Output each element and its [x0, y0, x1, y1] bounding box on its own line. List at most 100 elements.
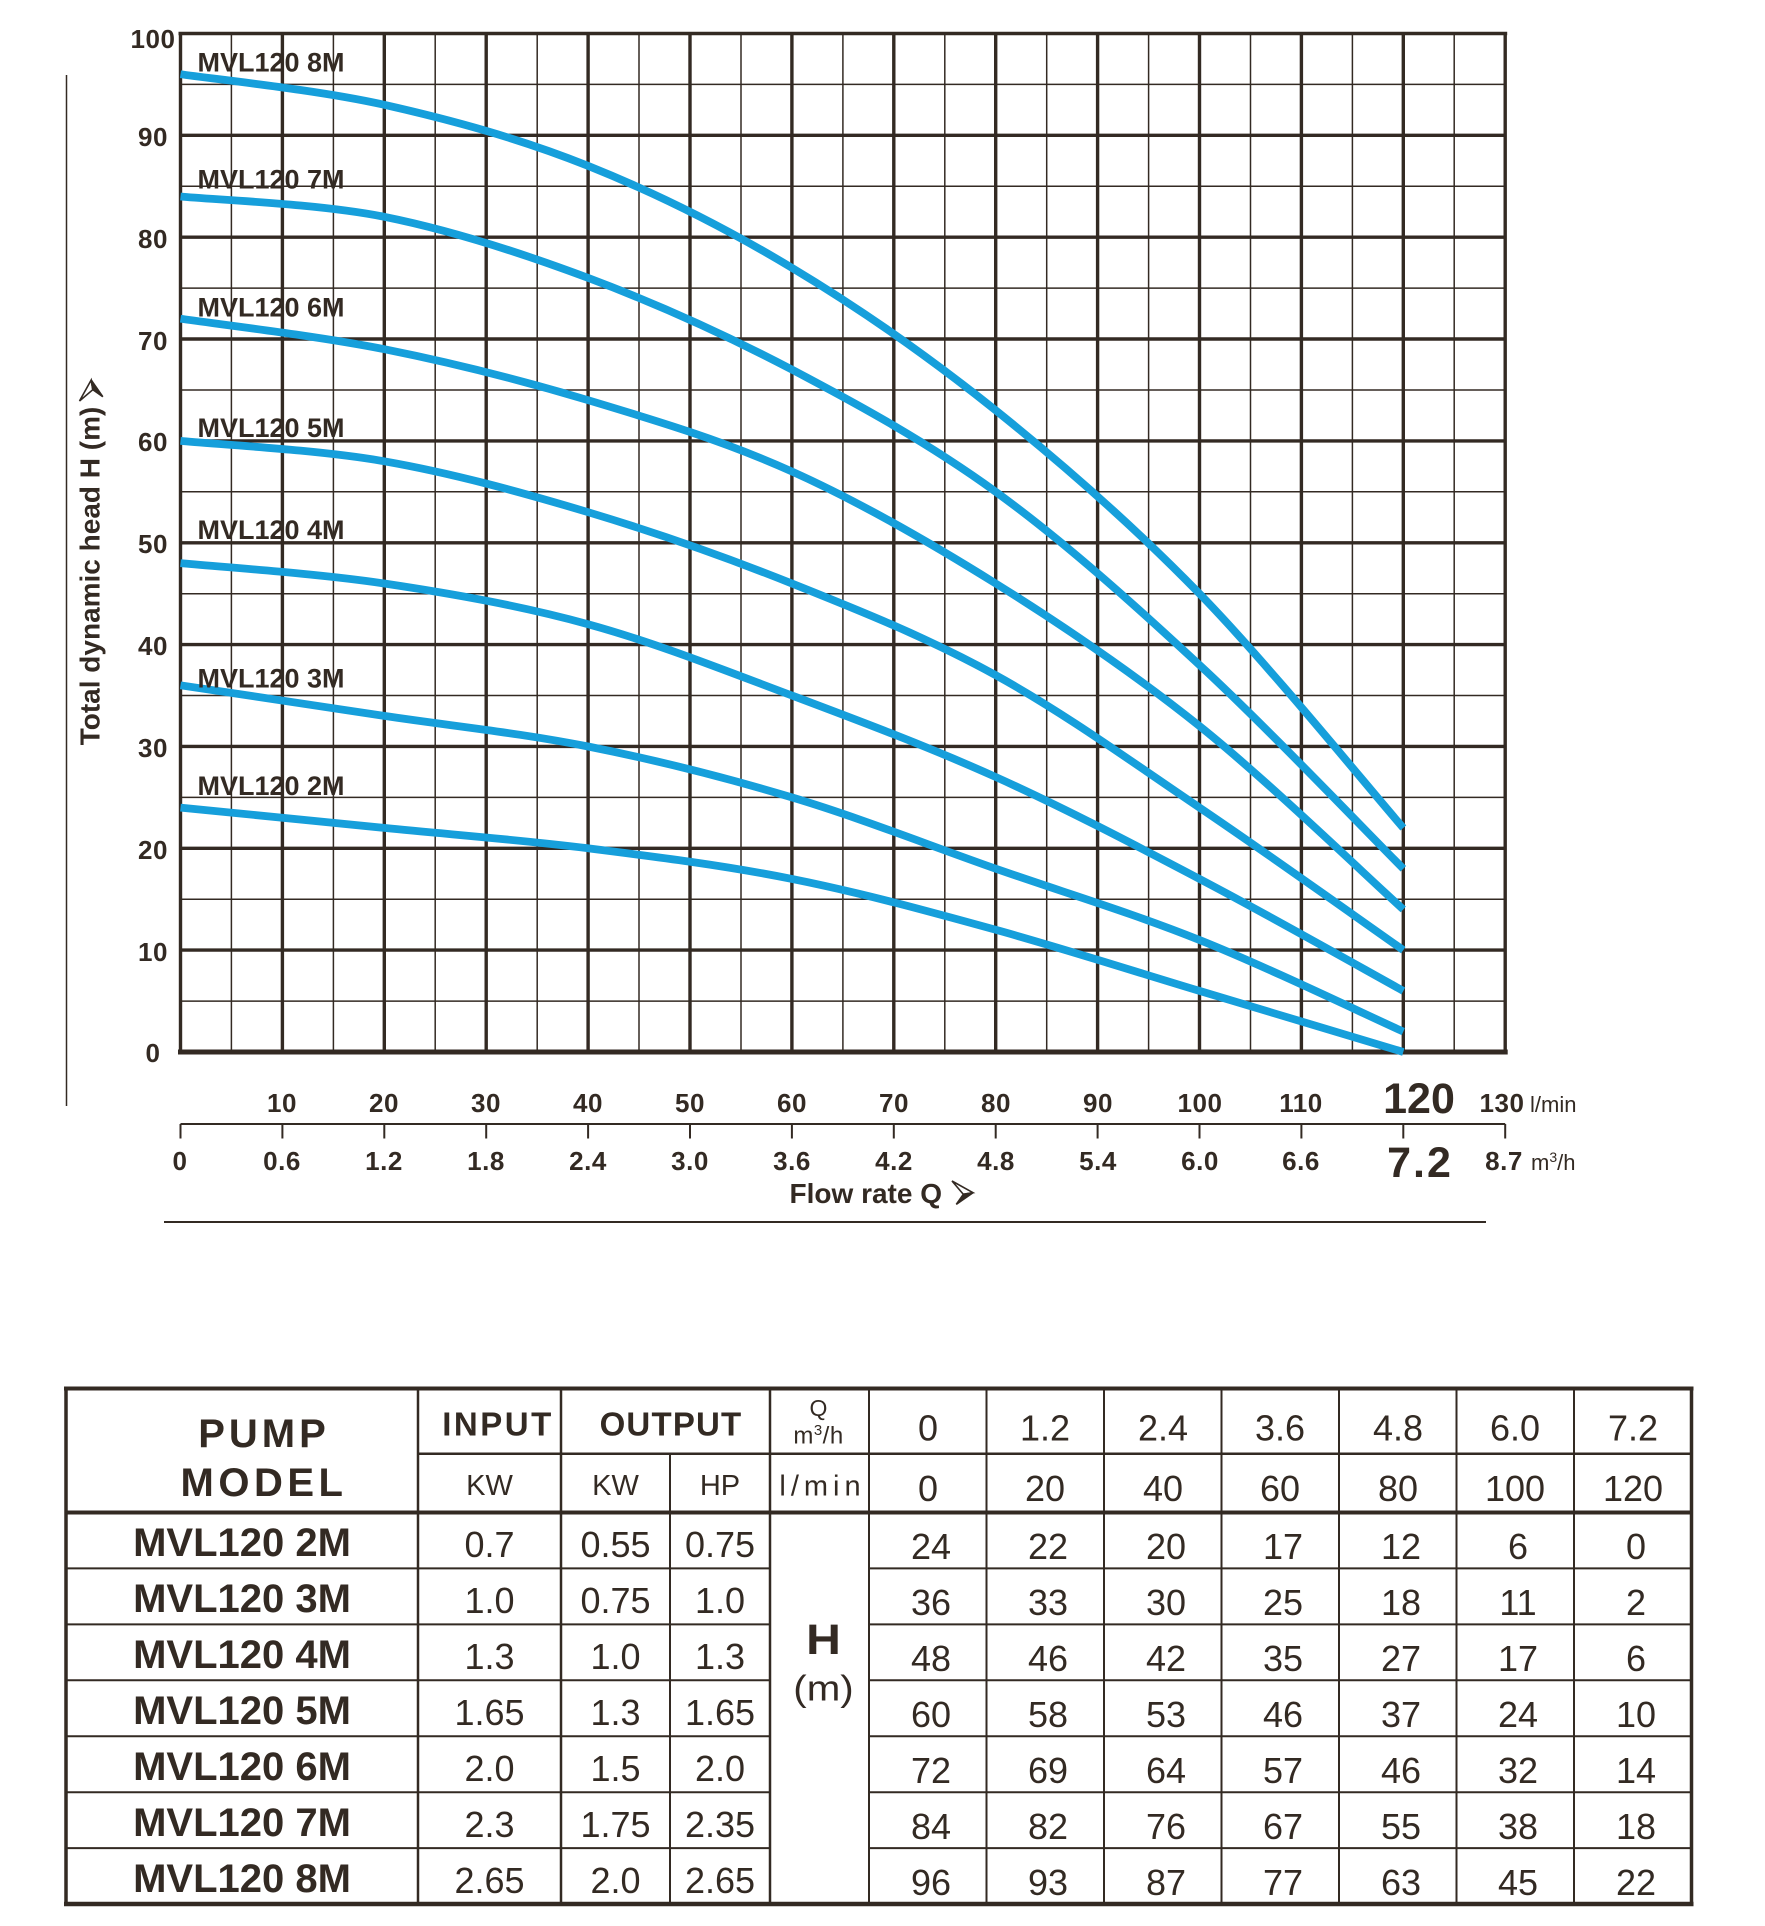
svg-text:H: H	[806, 1615, 841, 1663]
svg-text:2.0: 2.0	[695, 1748, 745, 1789]
svg-text:82: 82	[1028, 1806, 1068, 1847]
svg-text:70: 70	[138, 326, 168, 356]
svg-text:38: 38	[1498, 1806, 1538, 1847]
svg-text:130: 130	[1480, 1088, 1525, 1118]
svg-text:45: 45	[1498, 1862, 1538, 1903]
svg-text:HP: HP	[700, 1470, 740, 1502]
svg-text:50: 50	[675, 1088, 705, 1118]
svg-text:2.0: 2.0	[464, 1748, 514, 1789]
svg-text:0: 0	[918, 1408, 938, 1449]
svg-text:0.75: 0.75	[685, 1524, 755, 1565]
svg-text:2.65: 2.65	[685, 1860, 755, 1901]
svg-text:1.8: 1.8	[467, 1146, 505, 1176]
svg-text:3.0: 3.0	[671, 1146, 709, 1176]
svg-text:10: 10	[1616, 1694, 1656, 1735]
svg-text:MVL120 2M: MVL120 2M	[198, 771, 345, 801]
svg-text:5.4: 5.4	[1079, 1146, 1117, 1176]
svg-text:20: 20	[1146, 1526, 1186, 1567]
svg-text:Total dynamic head H (m): Total dynamic head H (m)	[75, 407, 106, 746]
svg-text:MVL120 7M: MVL120 7M	[133, 1801, 351, 1845]
svg-text:110: 110	[1279, 1088, 1322, 1118]
svg-text:14: 14	[1616, 1750, 1656, 1791]
svg-text:4.8: 4.8	[977, 1146, 1015, 1176]
svg-text:MVL120 7M: MVL120 7M	[198, 165, 345, 195]
svg-text:MVL120 5M: MVL120 5M	[133, 1689, 351, 1733]
svg-text:37: 37	[1381, 1694, 1421, 1735]
svg-text:100: 100	[1485, 1468, 1545, 1509]
svg-text:2: 2	[1626, 1582, 1646, 1623]
svg-text:4.8: 4.8	[1373, 1408, 1423, 1449]
svg-text:18: 18	[1381, 1582, 1421, 1623]
svg-text:1.65: 1.65	[685, 1692, 755, 1733]
svg-text:11: 11	[1499, 1582, 1536, 1623]
svg-text:63: 63	[1381, 1862, 1421, 1903]
svg-text:MVL120 8M: MVL120 8M	[133, 1857, 351, 1901]
svg-text:69: 69	[1028, 1750, 1068, 1791]
svg-text:6.6: 6.6	[1282, 1146, 1320, 1176]
svg-text:3.6: 3.6	[1255, 1408, 1305, 1449]
svg-text:MVL120 2M: MVL120 2M	[133, 1521, 351, 1565]
svg-text:KW: KW	[592, 1470, 639, 1502]
svg-text:m3/h: m3/h	[793, 1422, 843, 1450]
svg-text:0: 0	[173, 1146, 188, 1176]
svg-text:40: 40	[573, 1088, 603, 1118]
svg-text:OUTPUT: OUTPUT	[600, 1406, 743, 1443]
svg-text:33: 33	[1028, 1582, 1068, 1623]
svg-text:6.0: 6.0	[1490, 1408, 1540, 1449]
svg-text:40: 40	[138, 631, 168, 661]
svg-text:24: 24	[911, 1526, 951, 1567]
svg-text:0.7: 0.7	[464, 1524, 514, 1565]
svg-text:KW: KW	[466, 1470, 513, 1502]
svg-text:60: 60	[1260, 1468, 1300, 1509]
svg-text:96: 96	[911, 1862, 951, 1903]
svg-text:22: 22	[1616, 1862, 1656, 1903]
svg-text:120: 120	[1383, 1075, 1455, 1123]
svg-text:58: 58	[1028, 1694, 1068, 1735]
svg-text:1.5: 1.5	[590, 1748, 640, 1789]
svg-text:1.2: 1.2	[1020, 1408, 1070, 1449]
svg-text:60: 60	[911, 1694, 951, 1735]
svg-text:40: 40	[1143, 1468, 1183, 1509]
svg-text:30: 30	[138, 733, 168, 763]
svg-text:2.4: 2.4	[1138, 1408, 1188, 1449]
svg-text:46: 46	[1263, 1694, 1303, 1735]
svg-text:80: 80	[1378, 1468, 1418, 1509]
svg-text:1.65: 1.65	[454, 1692, 524, 1733]
svg-text:17: 17	[1263, 1526, 1303, 1567]
svg-text:90: 90	[1083, 1088, 1113, 1118]
svg-text:2.65: 2.65	[454, 1860, 524, 1901]
svg-text:55: 55	[1381, 1806, 1421, 1847]
svg-text:l/min: l/min	[1530, 1092, 1576, 1117]
svg-text:120: 120	[1603, 1468, 1663, 1509]
svg-text:0.6: 0.6	[263, 1146, 301, 1176]
svg-text:20: 20	[369, 1088, 399, 1118]
svg-text:77: 77	[1263, 1862, 1303, 1903]
svg-text:6.0: 6.0	[1181, 1146, 1219, 1176]
svg-text:30: 30	[1146, 1582, 1186, 1623]
svg-text:12: 12	[1381, 1526, 1421, 1567]
svg-text:8.7: 8.7	[1485, 1146, 1523, 1176]
svg-text:MVL120 3M: MVL120 3M	[198, 663, 345, 693]
svg-text:2.0: 2.0	[590, 1860, 640, 1901]
svg-text:42: 42	[1146, 1638, 1186, 1679]
svg-text:100: 100	[1178, 1088, 1223, 1118]
svg-text:1.75: 1.75	[580, 1804, 650, 1845]
svg-text:2.4: 2.4	[569, 1146, 607, 1176]
svg-text:20: 20	[1025, 1468, 1065, 1509]
svg-text:1.0: 1.0	[464, 1580, 514, 1621]
svg-text:0: 0	[918, 1468, 938, 1509]
svg-text:50: 50	[138, 529, 168, 559]
svg-text:57: 57	[1263, 1750, 1303, 1791]
svg-text:84: 84	[911, 1806, 951, 1847]
svg-text:48: 48	[911, 1638, 951, 1679]
svg-text:100: 100	[131, 24, 176, 54]
svg-text:46: 46	[1381, 1750, 1421, 1791]
svg-text:64: 64	[1146, 1750, 1186, 1791]
svg-text:80: 80	[138, 224, 168, 254]
svg-text:Q: Q	[810, 1395, 828, 1421]
svg-text:7.2: 7.2	[1608, 1408, 1658, 1449]
svg-text:MVL120 8M: MVL120 8M	[198, 47, 345, 77]
svg-text:10: 10	[267, 1088, 297, 1118]
svg-text:MVL120 5M: MVL120 5M	[198, 413, 345, 443]
svg-text:76: 76	[1146, 1806, 1186, 1847]
